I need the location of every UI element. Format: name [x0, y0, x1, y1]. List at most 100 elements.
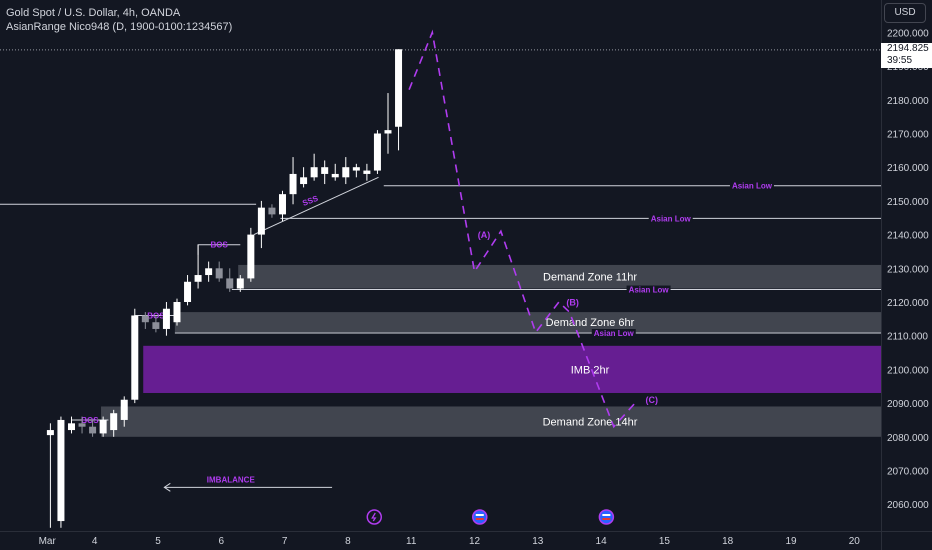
y-tick-label: 2080.000 [887, 433, 929, 444]
x-tick-label: 14 [596, 536, 608, 547]
candle-body [363, 170, 371, 174]
y-tick-label: 2090.000 [887, 399, 929, 410]
icon-ring [598, 509, 615, 525]
flag-event-icon[interactable] [472, 509, 488, 525]
y-tick-label: 2060.000 [887, 500, 929, 511]
y-tick-label: 2160.000 [887, 163, 929, 174]
candle-body [215, 268, 223, 279]
x-tick-label: 11 [406, 536, 417, 547]
asian-low-label-bg [729, 181, 774, 190]
y-tick-label: 2200.000 [887, 28, 929, 39]
asian-low-label-bg [648, 214, 693, 223]
bos-label: BOS [211, 241, 229, 250]
candle-body [247, 234, 255, 279]
icon-stripe [475, 518, 484, 520]
y-tick-label: 2100.000 [887, 365, 929, 376]
x-tick-label: 5 [155, 536, 161, 547]
lightning-event-icon[interactable] [366, 509, 383, 525]
bos-label: BOS [81, 416, 99, 425]
candle-body [310, 167, 318, 178]
candle-body [162, 308, 170, 329]
candle-body [331, 173, 339, 178]
y-tick-label: 2070.000 [887, 467, 929, 478]
candle-body [194, 275, 202, 282]
x-tick-label: 20 [849, 536, 861, 547]
x-tick-label: 12 [469, 536, 481, 547]
zone-rect [101, 406, 881, 437]
x-tick-label: 6 [219, 536, 225, 547]
candle-body [67, 423, 75, 431]
sss-trend-line [253, 176, 379, 236]
imbalance-label: IMBALANCE [207, 475, 256, 484]
candle-body [89, 426, 97, 434]
asian-low-label-bg [591, 329, 636, 338]
icon-ring [366, 509, 383, 525]
y-tick-label: 2140.000 [887, 231, 929, 242]
last-price-tag: 2194.825 39:55 [881, 43, 932, 68]
symbol-title: Gold Spot / U.S. Dollar, 4h, OANDA [6, 7, 181, 19]
candle-body [257, 207, 265, 235]
x-tick-label: 19 [785, 536, 797, 547]
candle-body [342, 167, 350, 178]
candle-body [184, 281, 192, 302]
candle-body [300, 177, 308, 185]
wave-label: (B) [566, 297, 579, 307]
asian-low-label: Asian Low [651, 214, 692, 223]
candle-body [289, 173, 297, 195]
candle-body [321, 167, 329, 174]
zone-label: IMB 2hr [571, 364, 610, 376]
icon-bolt [371, 512, 377, 522]
x-tick-label: 4 [92, 536, 98, 547]
zone-rect [174, 312, 881, 333]
last-price-value: 2194.825 [887, 43, 929, 54]
imbalance-arrow-head [163, 482, 171, 492]
candle-body [268, 207, 276, 215]
asian-low-label: Asian Low [732, 182, 773, 191]
projection-path [408, 29, 639, 429]
x-tick-label: 7 [282, 536, 288, 547]
zone-rect [238, 264, 881, 289]
candle-body [78, 423, 86, 427]
candle-body [236, 278, 244, 289]
y-tick-label: 2180.000 [887, 96, 929, 107]
y-tick-label: 2130.000 [887, 264, 929, 275]
y-tick-label: 2170.000 [887, 130, 929, 141]
zone-rect [143, 345, 882, 393]
candle-body [205, 268, 213, 276]
zone-label: Demand Zone 14hr [543, 417, 638, 429]
candle-body [226, 278, 234, 289]
candle-body [152, 322, 160, 329]
bar-countdown: 39:55 [887, 55, 913, 66]
candle-body [373, 133, 381, 171]
flag-event-icon[interactable] [598, 509, 615, 525]
candle-body [46, 430, 54, 436]
candle-body [57, 419, 65, 522]
icon-stripe [475, 514, 484, 516]
candle-body [110, 413, 118, 431]
candle-body [173, 302, 181, 323]
candle-body [131, 315, 139, 400]
y-tick-label: 2150.000 [887, 197, 929, 208]
asian-low-label: Asian Low [594, 329, 635, 338]
candle-body [99, 419, 107, 434]
icon-stripe [602, 514, 611, 516]
x-tick-label: 13 [532, 536, 544, 547]
x-tick-label: 15 [659, 536, 671, 547]
icon-stripe [602, 518, 611, 520]
candle-body [141, 315, 149, 323]
asian-low-label: Asian Low [629, 286, 670, 295]
currency-button[interactable]: USD [884, 3, 926, 23]
y-tick-label: 2110.000 [887, 332, 928, 343]
wave-label: (A) [478, 230, 491, 240]
icon-ring [472, 509, 488, 525]
x-tick-label: 8 [345, 536, 351, 547]
asian-low-label-bg [626, 285, 671, 294]
y-tick-label: 2120.000 [887, 298, 929, 309]
x-tick-label: Mar [39, 536, 57, 547]
candle-body [395, 49, 403, 127]
candle-body [384, 130, 392, 134]
indicator-legend[interactable]: AsianRange Nico948 (D, 1900-0100:1234567… [6, 21, 233, 33]
candle-body [120, 399, 128, 420]
